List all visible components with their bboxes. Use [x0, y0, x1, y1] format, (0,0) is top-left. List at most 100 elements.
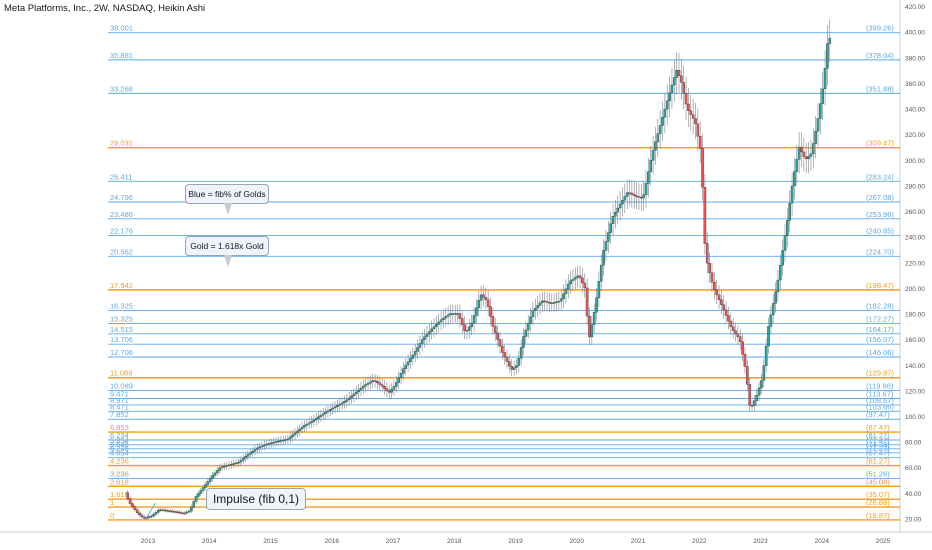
fib-ratio-label: 13.706	[110, 335, 133, 344]
y-tick-label: 260.00	[905, 209, 925, 216]
candle-body	[755, 395, 759, 401]
candle-body	[510, 366, 514, 370]
candle-body	[345, 399, 349, 402]
fib-price-label: (309.47)	[866, 139, 894, 148]
candle-body	[786, 220, 789, 236]
candle-body	[288, 436, 292, 440]
y-tick-label: 40.00	[905, 491, 922, 498]
candle-body	[359, 387, 363, 391]
candle-body	[460, 318, 464, 325]
fib-ratio-label: 3.236	[110, 469, 129, 478]
candle-body	[378, 382, 382, 385]
candle-body	[430, 328, 433, 332]
candle-body	[710, 272, 714, 283]
candle-body	[639, 196, 643, 199]
candle-body	[175, 511, 179, 513]
candle-body	[427, 331, 431, 335]
candle-body	[173, 511, 177, 513]
candle-body	[258, 446, 261, 449]
fib-price-label: (351.88)	[866, 84, 894, 93]
candle-body	[642, 194, 645, 198]
candle-body	[263, 444, 266, 447]
candle-body	[750, 405, 754, 407]
candle-body	[449, 313, 452, 316]
x-tick-label: 2024	[815, 538, 830, 545]
candle-body	[244, 456, 247, 459]
candle-body	[458, 313, 462, 319]
candle-body	[444, 316, 448, 319]
candle-body	[647, 171, 650, 184]
candle-body	[324, 411, 327, 414]
fib-price-label: (81.27)	[866, 431, 890, 440]
candle-body	[543, 300, 547, 303]
y-tick-label: 420.00	[905, 4, 925, 11]
candle-body	[456, 313, 459, 315]
fib-price-label: (113.67)	[866, 389, 894, 398]
candle-body	[783, 235, 787, 251]
candle-body	[748, 384, 751, 406]
candle-body	[548, 301, 551, 304]
fib-price-label: (267.08)	[866, 193, 894, 202]
fib-price-label: (108.67)	[866, 396, 894, 405]
candle-body	[154, 511, 158, 515]
candle-body	[672, 77, 676, 86]
fib-price-label: (182.28)	[866, 302, 894, 311]
candle-body	[533, 307, 537, 311]
candle-body	[321, 413, 325, 416]
candle-body	[333, 406, 337, 409]
candle-body	[522, 336, 525, 348]
candle-body	[194, 496, 198, 502]
candle-body	[581, 277, 584, 284]
candle-body	[501, 345, 504, 353]
candle-body	[152, 514, 155, 517]
fib-ratio-label: 1.618	[110, 490, 129, 499]
candle-body	[319, 414, 323, 417]
fib-price-label: (67.47)	[866, 449, 890, 458]
candle-body	[498, 339, 502, 347]
candle-body	[541, 300, 544, 304]
candle-body	[399, 373, 403, 379]
candle-body	[338, 403, 342, 406]
y-tick-label: 320.00	[905, 132, 925, 139]
candle-body	[352, 393, 356, 397]
candle-body	[616, 207, 620, 213]
candle-body	[722, 304, 726, 311]
candle-body	[373, 380, 377, 382]
y-tick-label: 180.00	[905, 312, 925, 319]
x-tick-label: 2018	[447, 538, 462, 545]
fib-price-label: (77.47)	[866, 436, 890, 445]
candle-body	[126, 492, 130, 499]
candle-body	[757, 387, 761, 396]
candle-body	[588, 315, 591, 338]
candle-body	[310, 421, 313, 424]
fib-price-label: (378.04)	[866, 51, 894, 60]
candle-body	[411, 354, 415, 359]
candle-body	[331, 407, 334, 410]
candle-body	[218, 467, 221, 471]
candle-body	[517, 358, 521, 366]
candle-body	[819, 103, 822, 119]
candle-body	[559, 298, 563, 302]
candle-body	[336, 405, 339, 407]
candle-body	[397, 377, 400, 383]
candle-body	[463, 324, 466, 332]
candle-body	[192, 501, 196, 508]
candle-body	[604, 241, 608, 251]
candle-body	[206, 481, 210, 485]
fib-price-label: (74.38)	[866, 440, 890, 449]
x-tick-label: 2023	[753, 538, 768, 545]
y-tick-label: 120.00	[905, 388, 925, 395]
fib-price-label: (28.88)	[866, 498, 890, 507]
candle-body	[781, 250, 784, 266]
candle-body	[251, 450, 254, 453]
candle-body	[701, 148, 704, 188]
candle-body	[663, 108, 667, 118]
candle-body	[668, 92, 671, 102]
candle-body	[383, 386, 386, 389]
candle-body	[677, 69, 681, 76]
fib-price-label: (129.87)	[866, 369, 894, 378]
candle-body	[515, 365, 518, 368]
fib-ratio-label: 7.852	[110, 410, 129, 419]
candle-body	[180, 512, 184, 514]
candle-body	[248, 452, 252, 455]
